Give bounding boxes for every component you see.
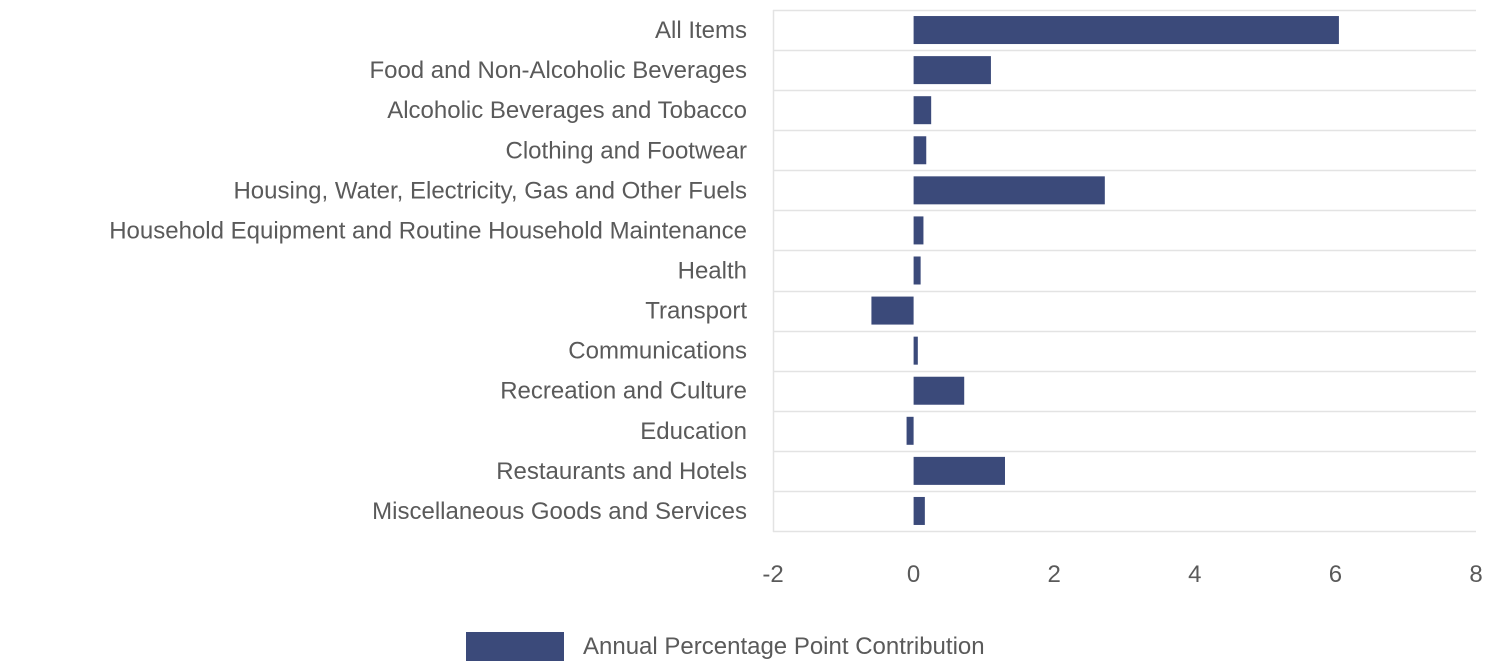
bar <box>913 456 1005 485</box>
category-label: Food and Non-Alcoholic Beverages <box>369 57 747 84</box>
bar <box>913 176 1105 205</box>
bar <box>913 136 927 165</box>
bar <box>871 296 914 325</box>
category-label: Alcoholic Beverages and Tobacco <box>387 97 747 124</box>
x-tick-label: 4 <box>1188 561 1201 588</box>
bar <box>913 56 991 85</box>
category-label: Recreation and Culture <box>500 378 747 405</box>
category-label: Household Equipment and Routine Househol… <box>109 217 747 244</box>
bar <box>913 96 932 125</box>
category-label: All Items <box>655 17 747 44</box>
category-label: Health <box>678 258 747 285</box>
bar <box>913 336 918 365</box>
x-tick-label: 2 <box>1048 561 1061 588</box>
x-tick-label: 8 <box>1469 561 1482 588</box>
legend-label: Annual Percentage Point Contribution <box>583 633 985 660</box>
category-label: Restaurants and Hotels <box>496 458 747 485</box>
x-axis-tick-labels: -2 0 2 4 6 8 <box>762 561 1482 588</box>
bar <box>913 256 921 285</box>
bar <box>913 376 965 405</box>
bar <box>913 496 925 525</box>
x-tick-label: 6 <box>1329 561 1342 588</box>
bar <box>913 16 1339 45</box>
legend-swatch <box>466 632 564 661</box>
category-label: Transport <box>645 298 747 325</box>
legend: Annual Percentage Point Contribution <box>466 632 985 661</box>
x-tick-label: -2 <box>762 561 783 588</box>
category-label: Education <box>640 418 747 445</box>
bar <box>906 416 914 445</box>
x-tick-label: 0 <box>907 561 920 588</box>
category-label: Housing, Water, Electricity, Gas and Oth… <box>233 177 747 204</box>
grid-layer <box>772 9 1476 533</box>
category-label: Miscellaneous Goods and Services <box>372 498 747 525</box>
category-label: Communications <box>568 338 747 365</box>
category-label: Clothing and Footwear <box>506 137 747 164</box>
bar <box>913 216 924 245</box>
category-labels: All Items Food and Non-Alcoholic Beverage… <box>109 17 747 525</box>
bars-layer <box>871 16 1339 525</box>
